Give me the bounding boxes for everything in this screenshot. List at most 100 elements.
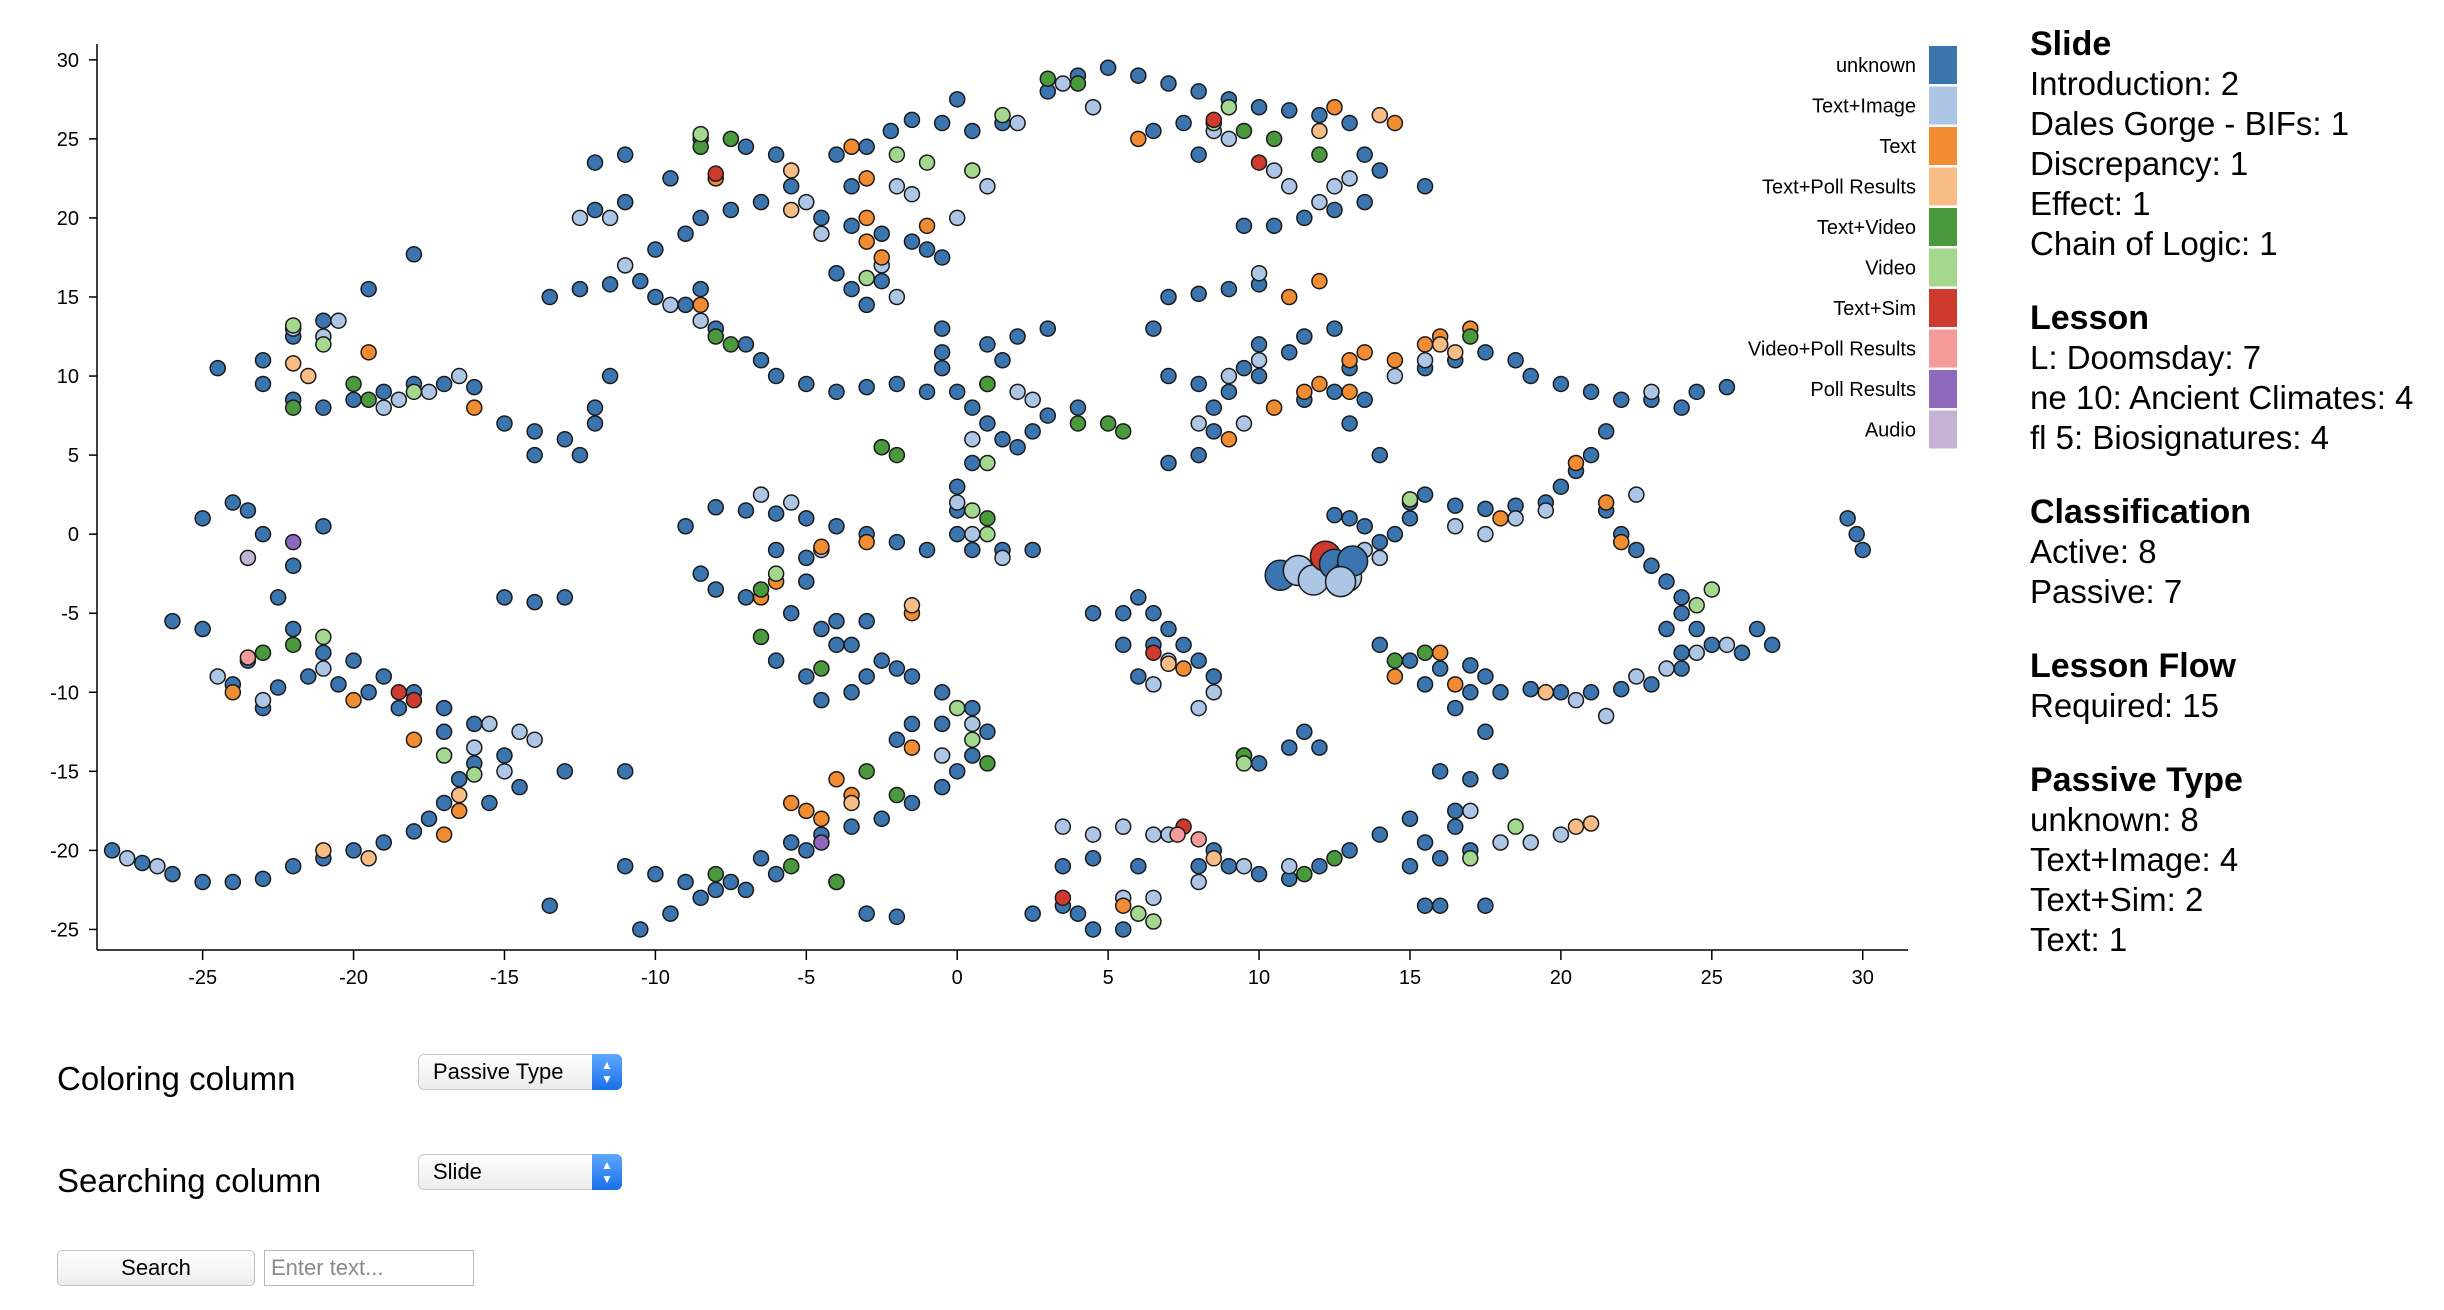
data-point[interactable] (1507, 510, 1524, 527)
data-point[interactable] (1341, 170, 1358, 187)
data-point[interactable] (1371, 446, 1389, 464)
data-point[interactable] (828, 146, 845, 163)
data-point[interactable] (496, 763, 513, 780)
data-point[interactable] (933, 747, 951, 764)
data-point[interactable] (888, 146, 906, 163)
data-point[interactable] (1477, 344, 1494, 361)
data-point[interactable] (798, 573, 815, 590)
data-point[interactable] (632, 921, 649, 938)
data-point[interactable] (843, 818, 860, 835)
data-point[interactable] (1341, 114, 1358, 132)
data-point[interactable] (964, 747, 981, 764)
data-point[interactable] (888, 731, 906, 748)
data-point[interactable] (420, 810, 438, 828)
data-point[interactable] (345, 691, 362, 709)
data-point[interactable] (239, 549, 257, 567)
data-point[interactable] (1265, 162, 1283, 179)
data-point[interactable] (858, 763, 875, 780)
data-point[interactable] (1130, 857, 1147, 875)
data-point[interactable] (677, 518, 694, 535)
data-point[interactable] (1130, 905, 1147, 922)
data-point[interactable] (1401, 652, 1419, 669)
data-point[interactable] (1537, 502, 1555, 519)
data-point[interactable] (1658, 573, 1675, 590)
data-point[interactable] (918, 241, 936, 258)
data-point[interactable] (692, 565, 709, 582)
data-point[interactable] (1205, 668, 1223, 685)
data-point[interactable] (284, 636, 302, 654)
data-point[interactable] (979, 415, 996, 432)
data-point[interactable] (948, 478, 966, 495)
data-point[interactable] (1190, 375, 1207, 393)
data-point[interactable] (405, 823, 423, 840)
data-point[interactable] (1582, 383, 1600, 401)
data-point[interactable] (224, 494, 242, 511)
data-point[interactable] (782, 834, 800, 851)
data-point[interactable] (1839, 510, 1856, 527)
data-point[interactable] (1748, 620, 1766, 638)
data-point[interactable] (647, 288, 664, 306)
data-point[interactable] (1341, 510, 1358, 527)
data-point[interactable] (843, 684, 860, 701)
data-point[interactable] (1250, 367, 1268, 385)
data-point[interactable] (692, 296, 709, 314)
data-point[interactable] (662, 170, 679, 187)
data-point[interactable] (239, 649, 257, 666)
data-point[interactable] (1416, 486, 1434, 503)
data-point[interactable] (616, 146, 634, 163)
data-point[interactable] (164, 612, 181, 630)
data-point[interactable] (1688, 383, 1705, 401)
data-point[interactable] (647, 865, 664, 883)
data-point[interactable] (1220, 98, 1238, 116)
data-point[interactable] (903, 233, 921, 250)
data-point[interactable] (1220, 367, 1238, 385)
data-point[interactable] (435, 747, 453, 764)
data-point[interactable] (1311, 857, 1328, 875)
data-point[interactable] (888, 446, 906, 464)
data-point[interactable] (933, 715, 951, 733)
data-point[interactable] (979, 178, 996, 195)
data-point[interactable] (586, 399, 604, 416)
data-point[interactable] (254, 351, 272, 369)
data-point[interactable] (843, 138, 860, 156)
data-point[interactable] (1431, 897, 1449, 914)
data-point[interactable] (767, 541, 785, 559)
data-point[interactable] (284, 857, 302, 875)
data-point[interactable] (315, 312, 332, 329)
data-point[interactable] (767, 146, 785, 163)
data-point[interactable] (481, 715, 498, 733)
data-point[interactable] (858, 233, 875, 250)
data-point[interactable] (737, 589, 755, 606)
data-point[interactable] (828, 770, 845, 788)
data-point[interactable] (1371, 162, 1389, 179)
data-point[interactable] (1326, 850, 1343, 867)
data-point[interactable] (1688, 644, 1705, 661)
data-point[interactable] (405, 246, 423, 263)
data-point[interactable] (1597, 423, 1615, 440)
data-point[interactable] (1522, 367, 1539, 385)
data-point[interactable] (662, 296, 679, 314)
data-point[interactable] (692, 209, 709, 227)
data-point[interactable] (284, 355, 302, 372)
data-point[interactable] (1205, 423, 1223, 440)
data-point[interactable] (1220, 857, 1238, 875)
data-point[interactable] (858, 612, 875, 630)
data-point[interactable] (254, 375, 272, 393)
data-point[interactable] (858, 209, 875, 227)
data-point[interactable] (1462, 850, 1479, 867)
data-point[interactable] (1220, 280, 1238, 298)
data-point[interactable] (813, 538, 830, 556)
data-point[interactable] (1613, 533, 1630, 551)
data-point[interactable] (813, 691, 830, 709)
data-point[interactable] (994, 351, 1011, 369)
data-point[interactable] (360, 391, 377, 409)
data-point[interactable] (1099, 415, 1117, 432)
data-point[interactable] (1673, 660, 1690, 677)
data-point[interactable] (1296, 723, 1313, 741)
data-point[interactable] (1280, 102, 1298, 119)
data-point[interactable] (1145, 913, 1162, 930)
data-point[interactable] (209, 668, 226, 685)
data-point[interactable] (1114, 423, 1132, 440)
data-point[interactable] (601, 276, 619, 293)
data-point[interactable] (1145, 122, 1162, 140)
